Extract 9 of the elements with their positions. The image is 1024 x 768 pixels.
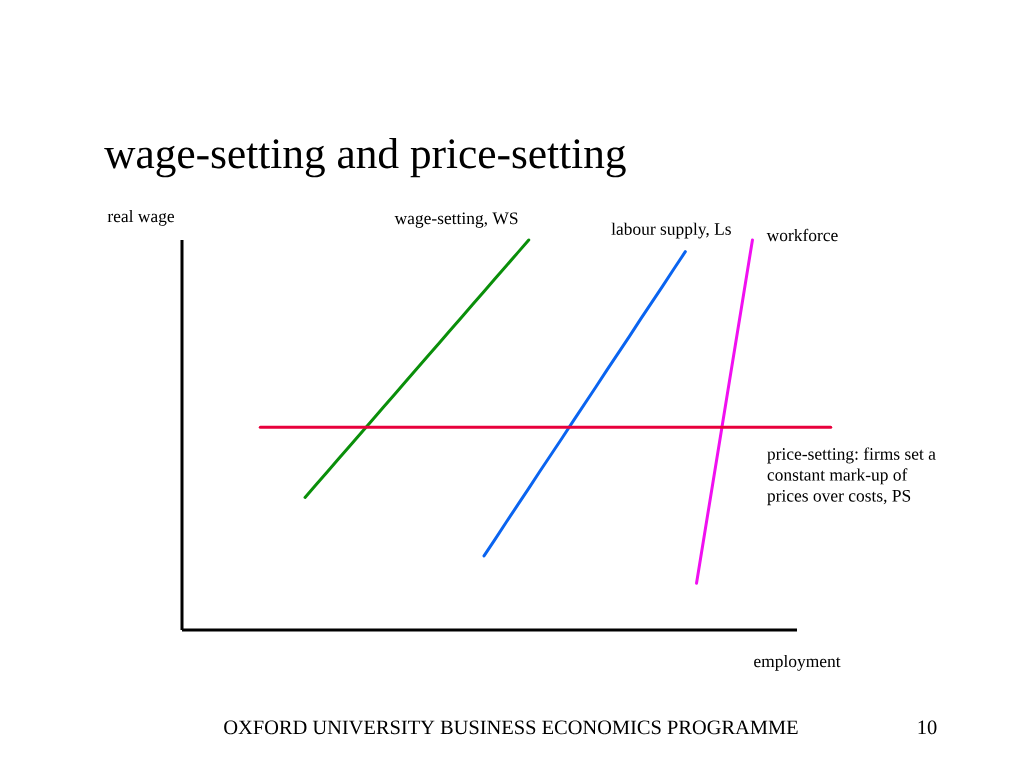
x-axis-title: employment <box>754 654 841 671</box>
chart-title: wage-setting and price-setting <box>104 137 626 178</box>
y-axis-title: real wage <box>107 209 175 226</box>
series-label: workforce <box>766 228 838 242</box>
series-label: labour supply, Ls <box>611 222 731 239</box>
series-label: price-setting: firms set a constant mark-up of prices over costs, PS <box>767 447 936 506</box>
text: OXFORD UNIVERSITY BUSINESS ECONOMICS PROGRAMME <box>224 720 798 735</box>
text: 10 <box>918 720 937 735</box>
series-label: wage-setting, WS <box>394 212 518 228</box>
